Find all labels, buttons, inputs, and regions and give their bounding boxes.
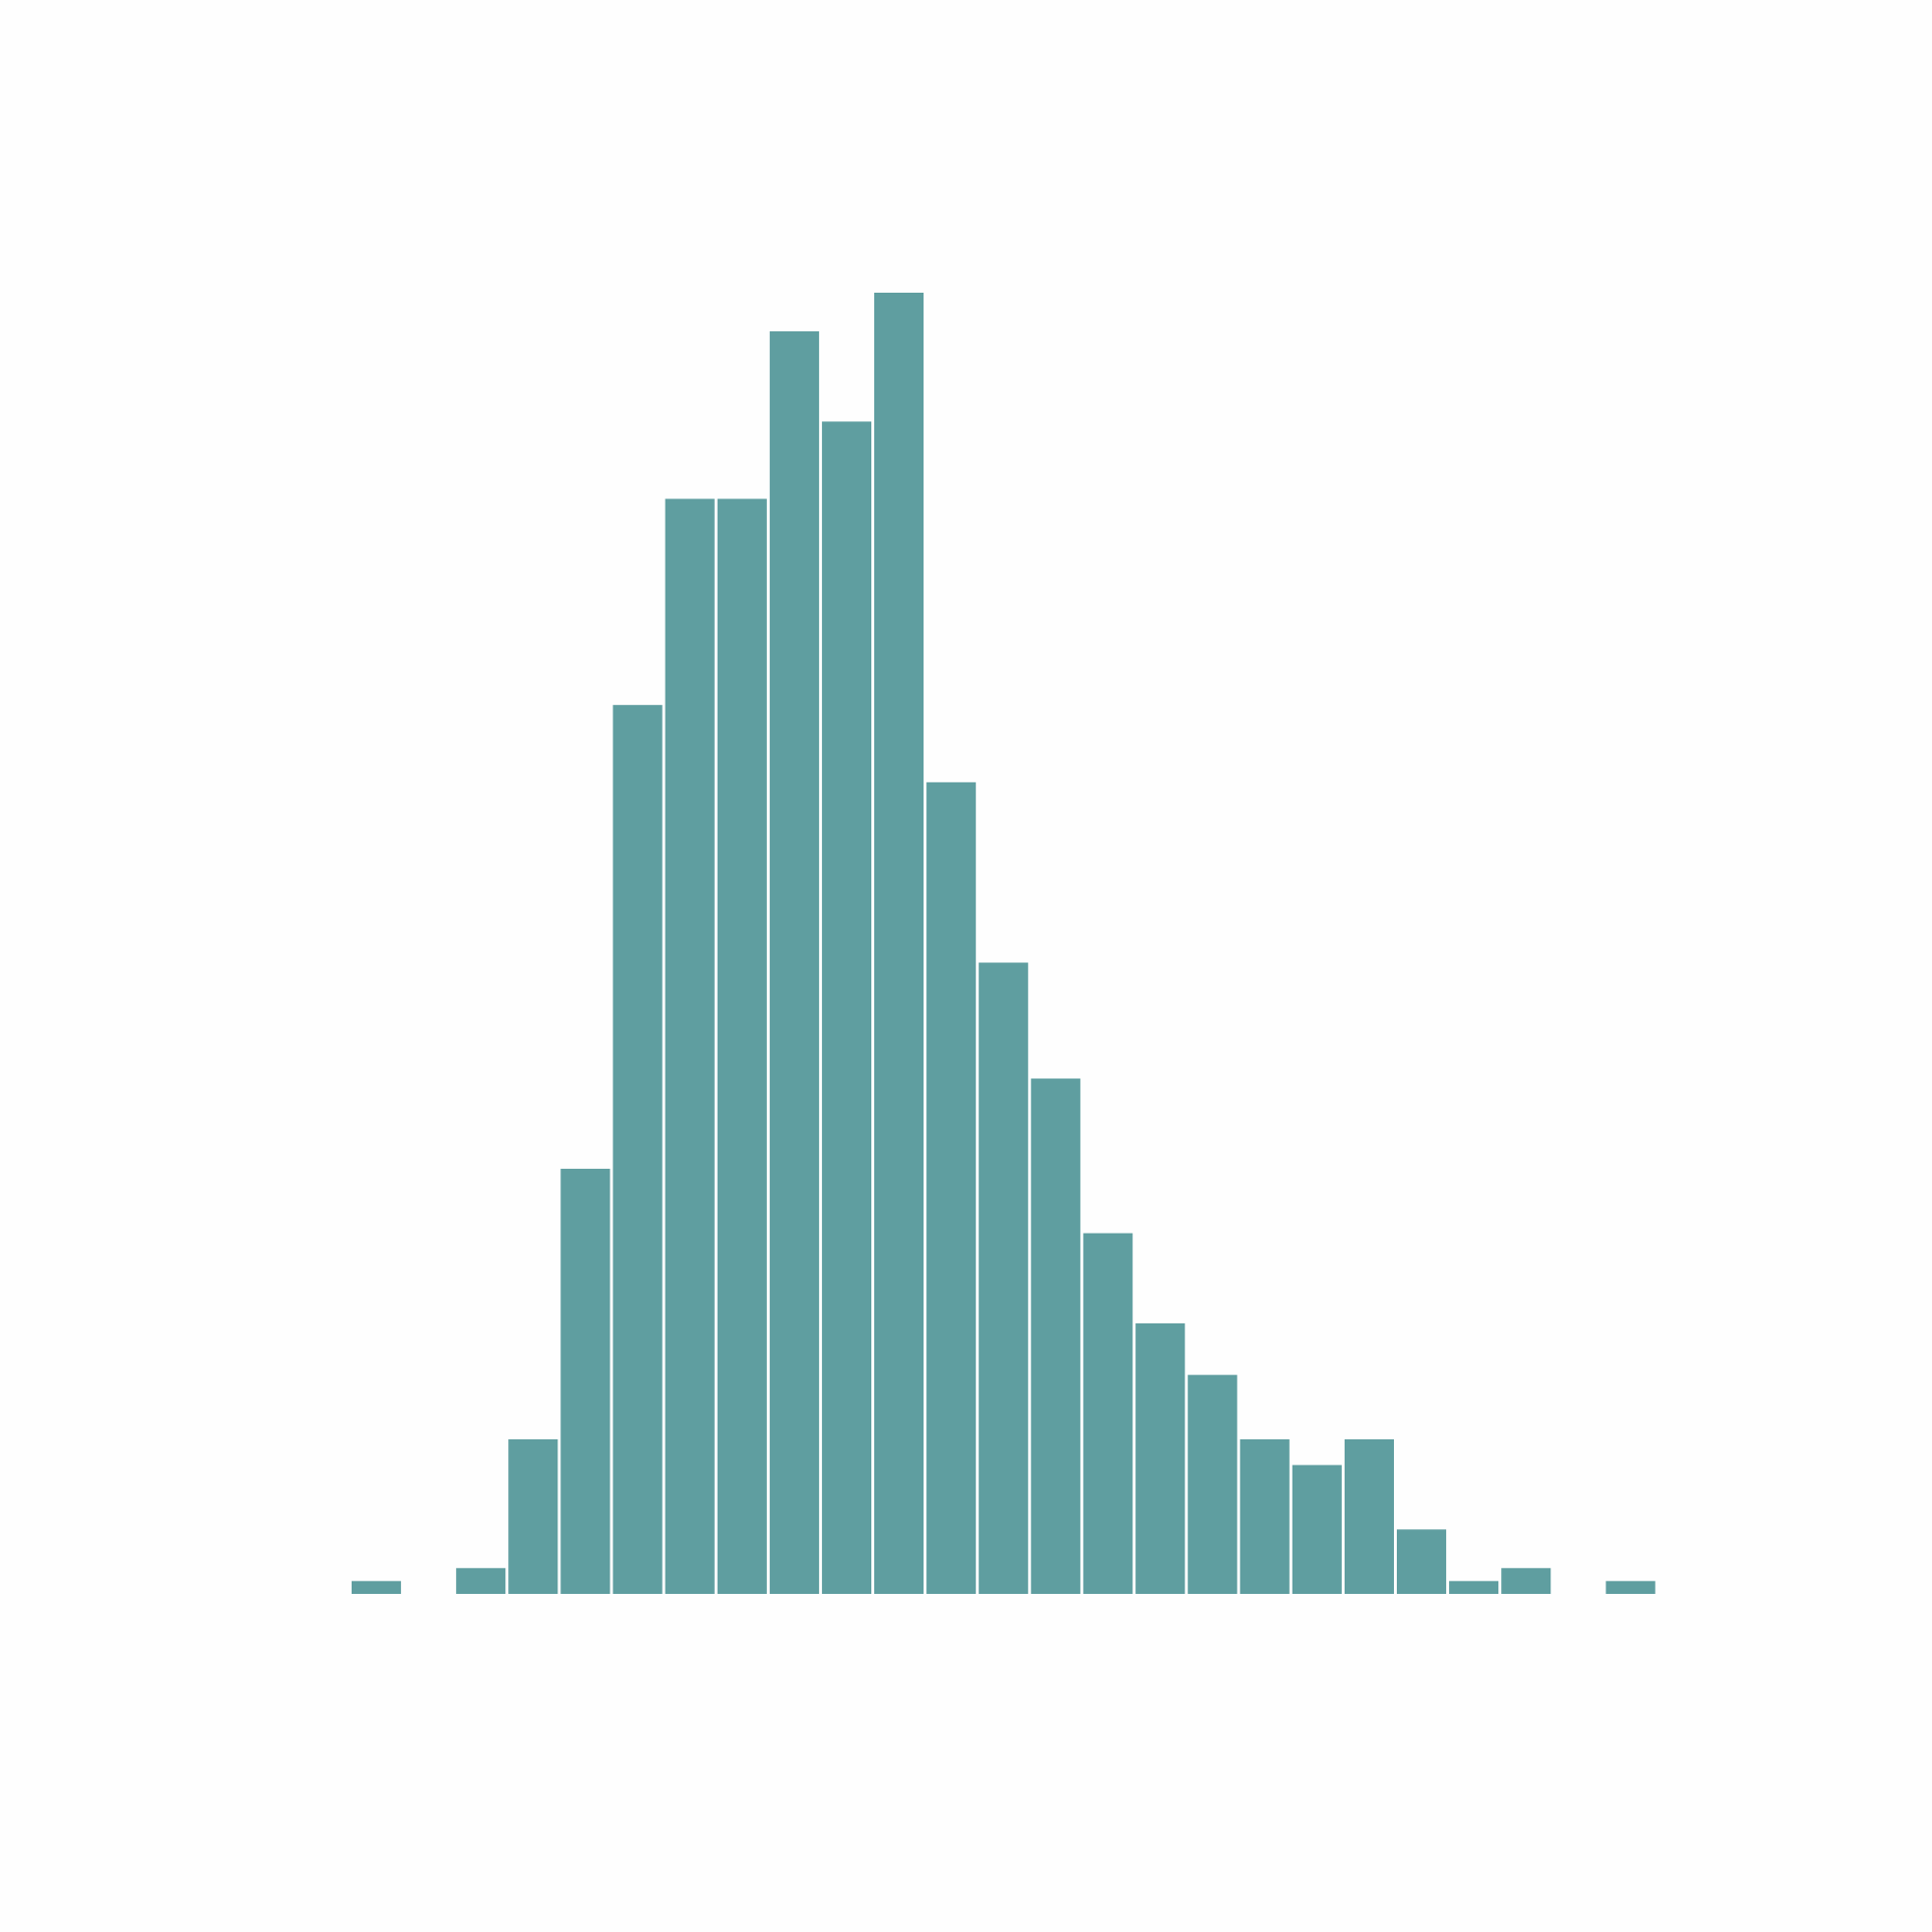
histogram-bar-11 <box>926 781 977 1594</box>
histogram-bar-21 <box>1449 1580 1499 1594</box>
histogram-bar-18 <box>1292 1464 1342 1594</box>
histogram-bar-9 <box>821 421 871 1594</box>
histogram-bar-22 <box>1501 1568 1551 1594</box>
histogram-bars <box>352 293 1656 1594</box>
histogram-bar-17 <box>1239 1439 1290 1594</box>
histogram-bar-16 <box>1187 1375 1237 1594</box>
histogram-bar-5 <box>612 704 663 1594</box>
histogram-bar-13 <box>1031 1078 1081 1594</box>
histogram-bar-0 <box>352 1580 402 1594</box>
histogram-bar-24 <box>1605 1580 1656 1594</box>
histogram-bar-6 <box>665 498 715 1594</box>
histogram-bar-10 <box>874 293 924 1594</box>
histogram-bar-19 <box>1344 1439 1394 1594</box>
histogram-bar-4 <box>560 1168 611 1594</box>
histogram-bar-2 <box>456 1568 506 1594</box>
histogram-bar-3 <box>508 1439 558 1594</box>
histogram-bar-8 <box>769 331 819 1594</box>
histogram-bar-7 <box>717 498 767 1594</box>
histogram-bar-12 <box>979 962 1029 1594</box>
histogram-bar-20 <box>1397 1529 1447 1594</box>
histogram-bar-15 <box>1135 1322 1185 1594</box>
histogram-bar-14 <box>1083 1233 1133 1594</box>
